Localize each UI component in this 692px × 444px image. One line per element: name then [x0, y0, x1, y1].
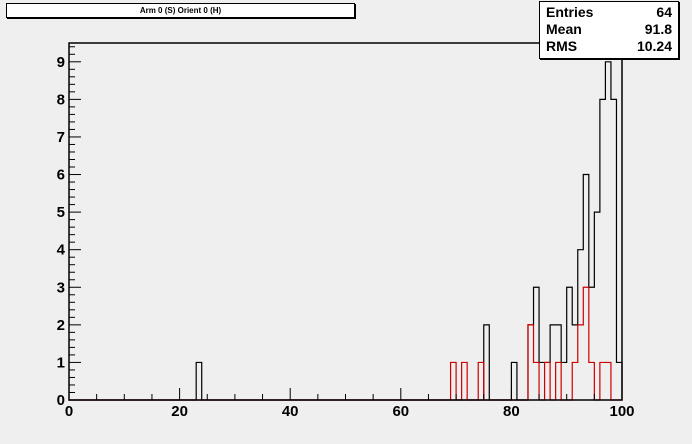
x-tick-label: 0 — [65, 403, 73, 420]
y-tick-label: 9 — [57, 54, 65, 71]
stat-mean-label: Mean — [546, 21, 582, 37]
x-tick-label: 20 — [171, 403, 188, 420]
histogram-title: Arm 0 (S) Orient 0 (H) — [6, 3, 355, 18]
axis-layer: 0 20 40 60 80 100 0 1 2 3 4 5 6 7 8 9 — [57, 46, 635, 420]
y-tick-label: 4 — [57, 242, 66, 259]
x-tick-label: 40 — [282, 403, 299, 420]
y-tick-label: 5 — [57, 204, 65, 221]
y-tick-label: 8 — [57, 91, 65, 108]
y-tick-label: 7 — [57, 129, 65, 146]
x-tick-label: 100 — [609, 403, 634, 420]
stat-entries-label: Entries — [546, 4, 594, 20]
stat-rms-value: 10.24 — [636, 38, 672, 54]
y-tick-label: 0 — [57, 392, 65, 409]
x-tick-label: 80 — [503, 403, 520, 420]
y-tick-label: 1 — [57, 354, 65, 371]
y-tick-label: 3 — [57, 279, 65, 296]
stat-mean: Mean 91.8 — [546, 21, 672, 38]
stats-box: Entries 64 Mean 91.8 RMS 10.24 — [539, 1, 679, 59]
stat-rms: RMS 10.24 — [546, 38, 672, 55]
x-tick-label: 60 — [392, 403, 409, 420]
plot-area — [69, 43, 622, 400]
stat-entries: Entries 64 — [546, 4, 672, 21]
y-tick-label: 6 — [57, 167, 65, 184]
y-tick-label: 2 — [57, 317, 65, 334]
stat-mean-value: 91.8 — [644, 21, 672, 37]
stat-rms-label: RMS — [546, 38, 578, 54]
stat-entries-value: 64 — [656, 4, 672, 20]
plot-frame — [68, 42, 623, 401]
